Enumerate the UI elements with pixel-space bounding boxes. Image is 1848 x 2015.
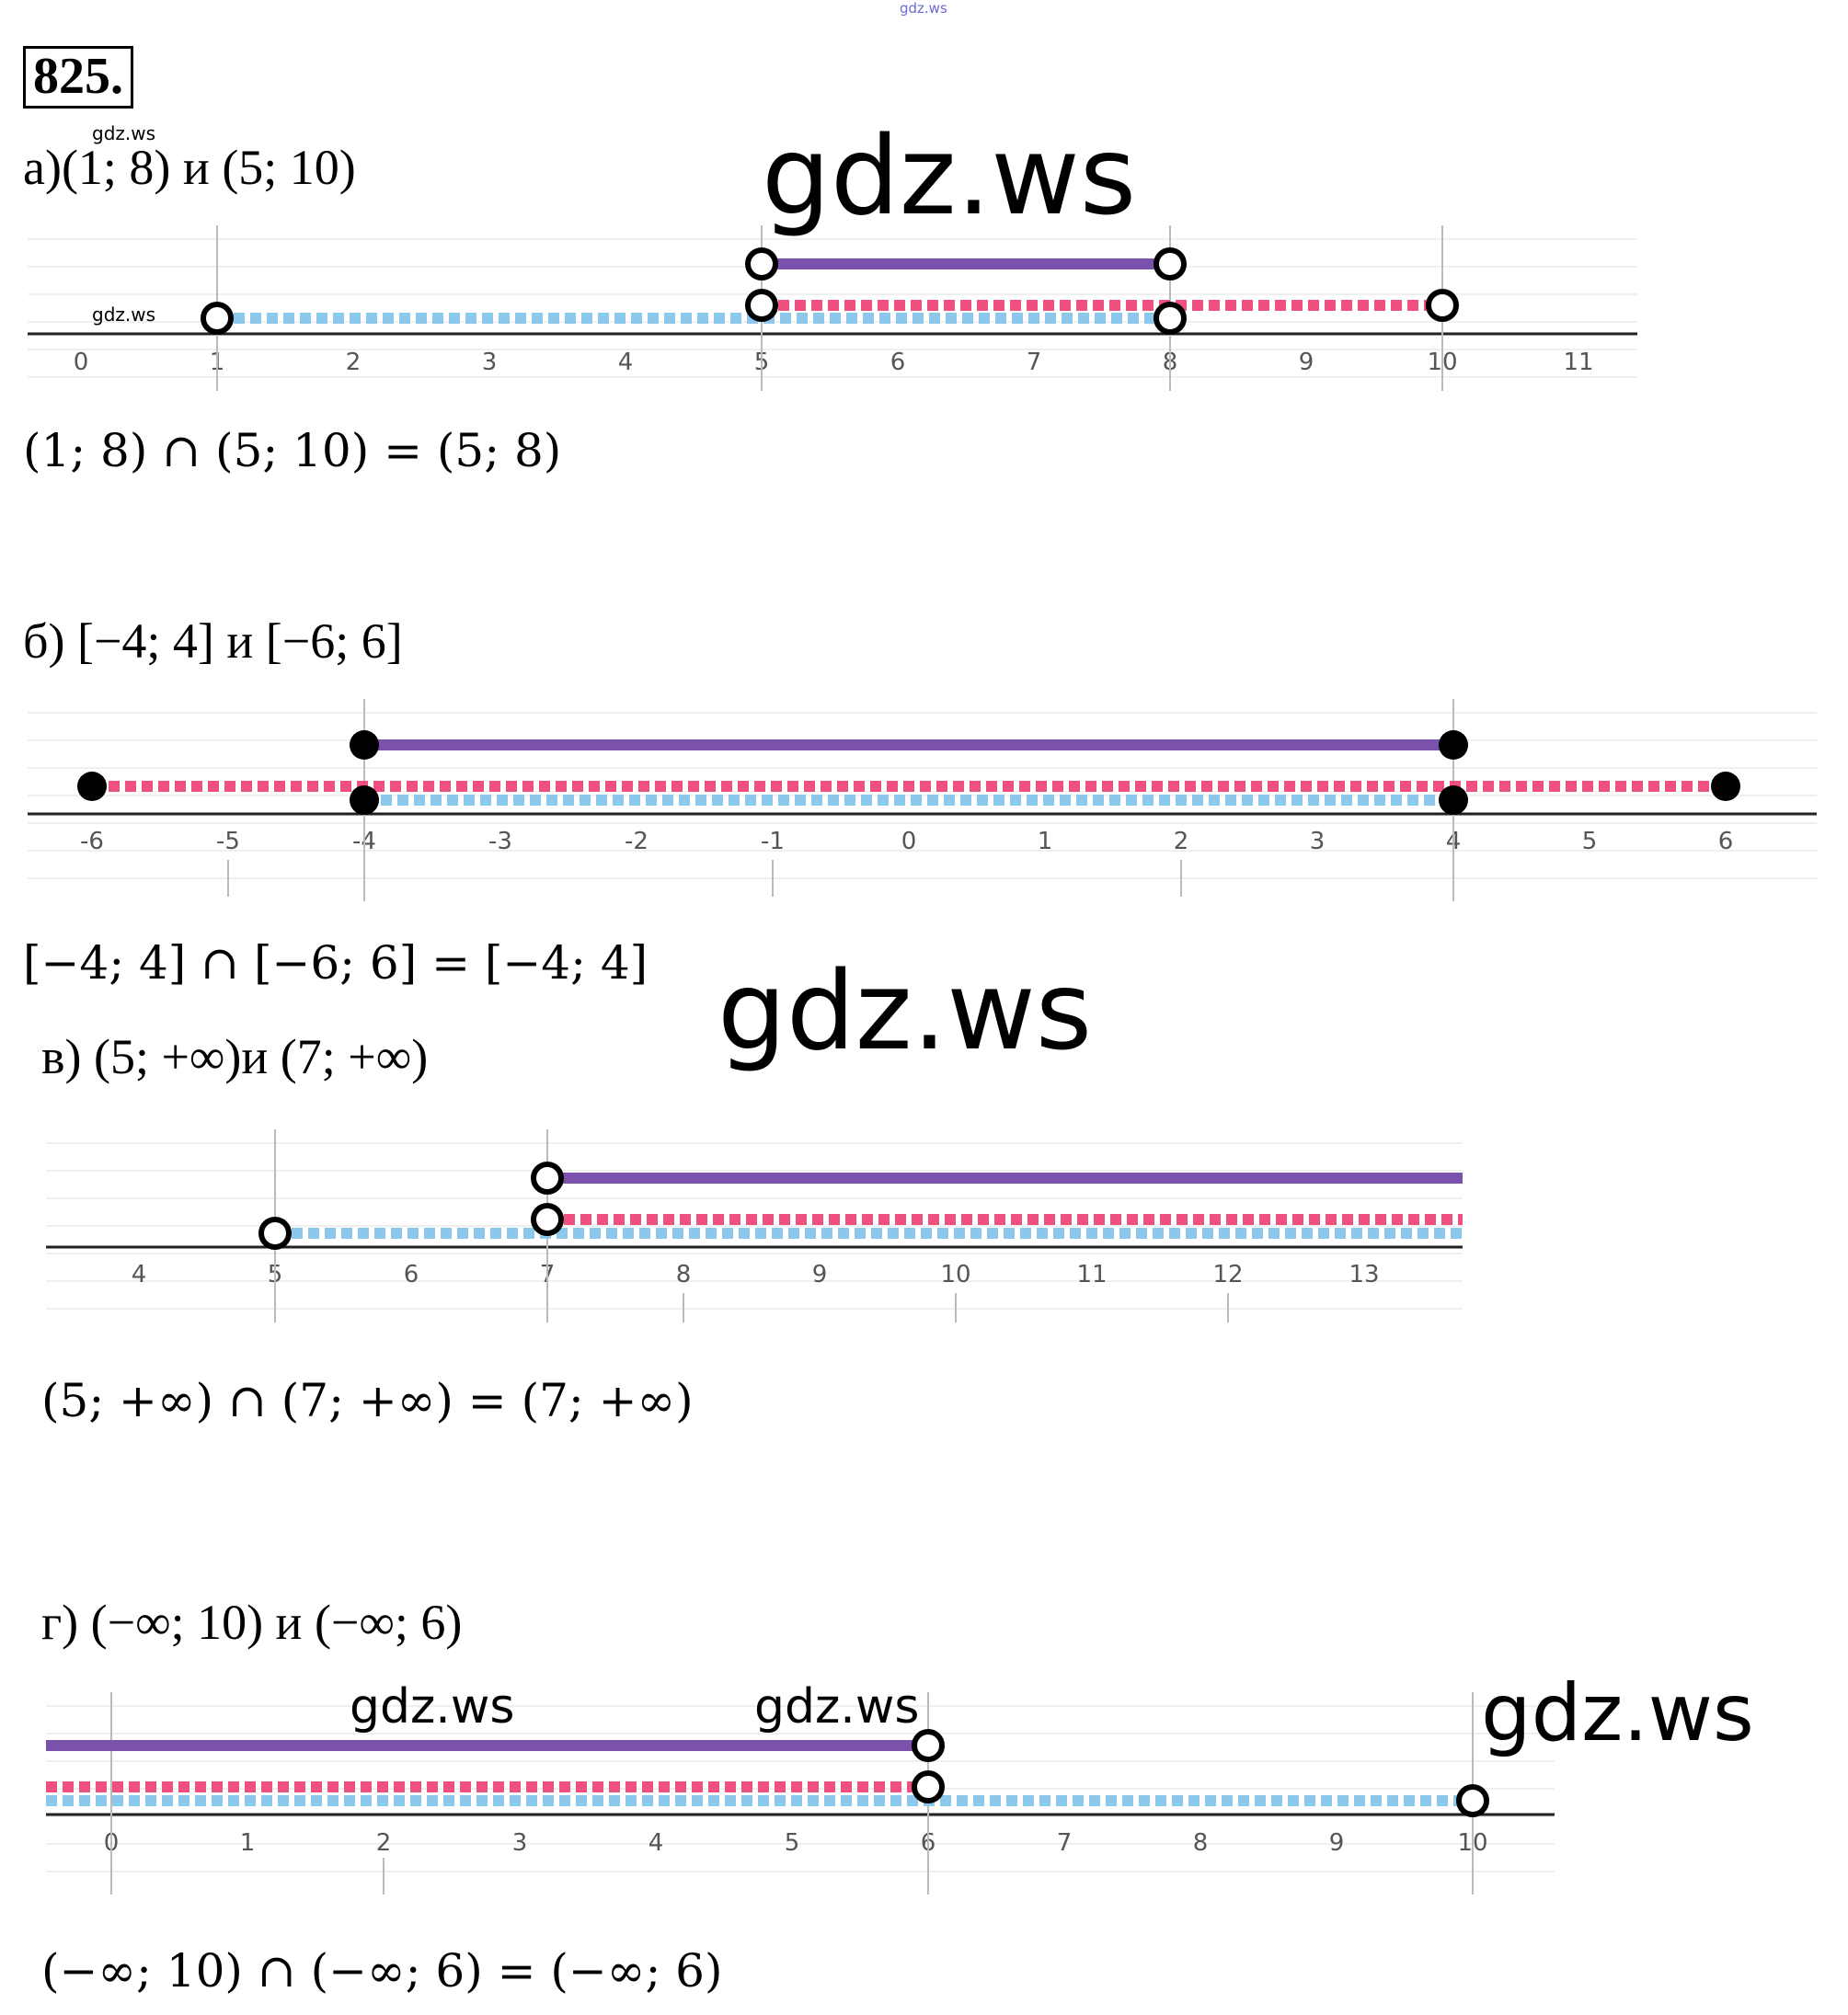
- watermark-small: gdz.ws: [92, 303, 156, 326]
- tick-label: 5: [785, 1829, 800, 1857]
- tick-labels: 0 1 2 3 4 5 6 7 8 9 10 11: [74, 349, 1594, 376]
- closed-endpoint: [1439, 730, 1468, 760]
- tick-label: -2: [625, 828, 649, 855]
- task-d-label: г) (−∞; 10) и (−∞; 6): [41, 1595, 463, 1650]
- tick-label: 3: [1310, 828, 1326, 855]
- tick-label: 2: [346, 349, 362, 376]
- tick-label: 2: [1174, 828, 1189, 855]
- open-endpoint: [258, 1217, 292, 1250]
- number-line-a: 0 1 2 3 4 5 6 7 8 9 10 11: [28, 225, 1637, 391]
- tick-label: 3: [512, 1829, 528, 1857]
- open-endpoint: [912, 1770, 945, 1803]
- open-endpoint: [1154, 247, 1187, 280]
- watermark-large: gdz.ws: [762, 112, 1137, 239]
- task-c-result: (5; +∞) ∩ (7; +∞) = (7; +∞): [41, 1374, 694, 1427]
- open-endpoint: [531, 1203, 564, 1236]
- tick-label: -1: [761, 828, 785, 855]
- tick-label: 12: [1212, 1261, 1243, 1288]
- tick-label: 11: [1076, 1261, 1107, 1288]
- tick-label: 8: [1193, 1829, 1209, 1857]
- closed-endpoint: [350, 730, 379, 760]
- tick-label: 4: [132, 1261, 147, 1288]
- tick-label: 1: [1038, 828, 1053, 855]
- closed-endpoint: [1711, 772, 1740, 801]
- tick-label: 10: [940, 1261, 970, 1288]
- watermark-large: gdz.ws: [717, 947, 1093, 1074]
- tick-label: 1: [240, 1829, 256, 1857]
- open-endpoint: [531, 1162, 564, 1195]
- watermark-large: gdz.ws: [1481, 1667, 1754, 1759]
- grid: [28, 712, 1817, 879]
- task-a-result: (1; 8) ∩ (5; 10) = (5; 8): [23, 424, 562, 477]
- tick-label: -5: [216, 828, 240, 855]
- closed-endpoint: [1439, 785, 1468, 815]
- tick-label: 6: [890, 349, 906, 376]
- tick-label: 4: [649, 1829, 664, 1857]
- closed-endpoint: [77, 772, 107, 801]
- open-endpoint: [201, 302, 234, 335]
- task-b-label: б) [−4; 4] и [−6; 6]: [23, 613, 403, 669]
- open-endpoint: [745, 247, 778, 280]
- open-endpoint: [912, 1729, 945, 1762]
- watermark-medium: gdz.ws: [754, 1679, 920, 1735]
- tick-label: 7: [1027, 349, 1042, 376]
- tick-label: 2: [376, 1829, 392, 1857]
- open-endpoint: [745, 289, 778, 322]
- tick-label: 7: [1057, 1829, 1073, 1857]
- tick-label: 9: [1299, 349, 1314, 376]
- task-b-result: [−4; 4] ∩ [−6; 6] = [−4; 4]: [23, 936, 649, 990]
- task-d-result: (−∞; 10) ∩ (−∞; 6) = (−∞; 6): [41, 1944, 723, 1998]
- tick-label: 0: [74, 349, 89, 376]
- tick-label: 0: [901, 828, 917, 855]
- tick-label: 9: [1329, 1829, 1345, 1857]
- tick-label: 11: [1563, 349, 1593, 376]
- tick-label: 5: [1582, 828, 1598, 855]
- problem-number: 825.: [23, 46, 133, 109]
- open-endpoint: [1154, 302, 1187, 335]
- tick-label: 6: [404, 1261, 419, 1288]
- tick-label: -3: [488, 828, 512, 855]
- task-a-label: а)(1; 8) и (5; 10): [23, 140, 356, 195]
- open-endpoint: [1426, 289, 1459, 322]
- watermark-medium: gdz.ws: [350, 1679, 515, 1735]
- closed-endpoint: [350, 785, 379, 815]
- number-line-b: -6 -5 -4 -3 -2 -1 0 1 2 3 4 5 6: [28, 699, 1817, 901]
- tick-label: 9: [812, 1261, 828, 1288]
- open-endpoint: [1456, 1784, 1489, 1817]
- watermark-small: gdz.ws: [92, 122, 156, 144]
- number-line-d: 0 1 2 3 4 5 6 7 8 9 10: [46, 1692, 1555, 1895]
- top-watermark: gdz.ws: [900, 0, 947, 17]
- tick-label: 3: [482, 349, 498, 376]
- tick-label: 6: [1718, 828, 1734, 855]
- tick-labels: 0 1 2 3 4 5 6 7 8 9 10: [104, 1829, 1488, 1857]
- number-line-c: 4 5 6 7 8 9 10 11 12 13: [46, 1129, 1463, 1322]
- tick-label: 8: [676, 1261, 692, 1288]
- tick-label: 13: [1349, 1261, 1379, 1288]
- task-c-label: в) (5; +∞)и (7; +∞): [41, 1029, 429, 1084]
- tick-labels: 4 5 6 7 8 9 10 11 12 13: [132, 1261, 1380, 1288]
- tick-label: -6: [80, 828, 104, 855]
- tick-label: 4: [618, 349, 634, 376]
- grid: [46, 1142, 1463, 1310]
